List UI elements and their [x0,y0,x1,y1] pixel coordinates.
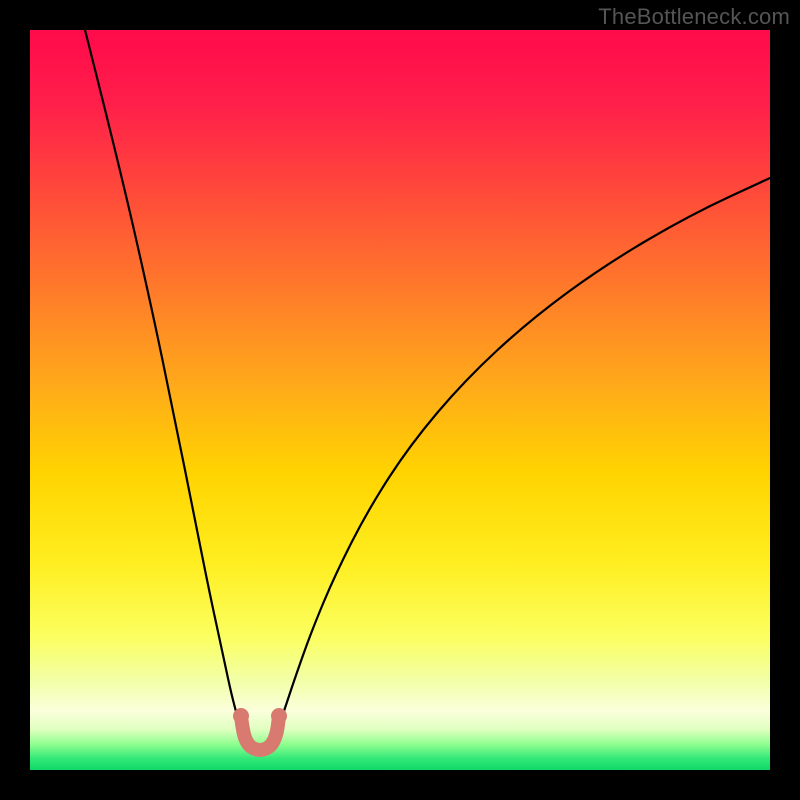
watermark-label: TheBottleneck.com [598,4,790,30]
bottleneck-chart [0,0,800,800]
gradient-background [30,30,770,770]
marker-endpoint-right [271,708,287,724]
marker-endpoint-left [233,708,249,724]
